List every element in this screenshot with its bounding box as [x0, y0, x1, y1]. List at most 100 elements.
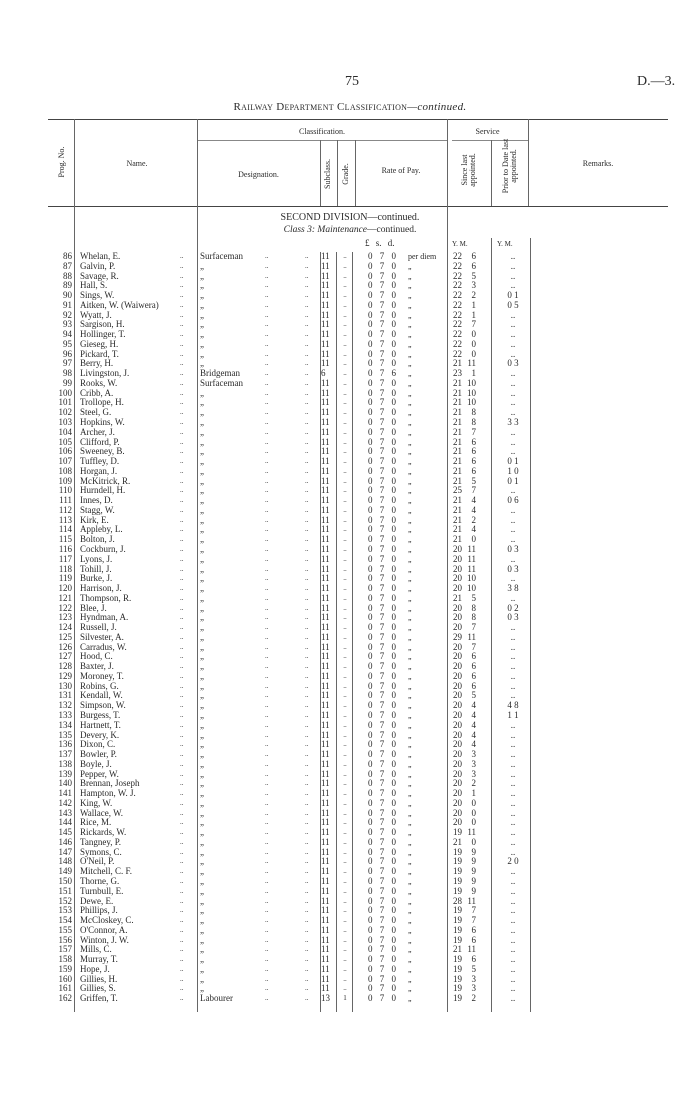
dot-leader: .. [305, 720, 309, 729]
cell-rate-unit: „ [408, 505, 412, 515]
table-row: 101 Trollope, H. „ 11.. 0 7 0 „ 21 10........ [0, 398, 700, 408]
cell-subclass: 11 [321, 651, 330, 662]
prior-units: Y. M. [497, 240, 513, 248]
cell-grade: .. [343, 554, 347, 563]
cell-since-months: 11 [467, 358, 476, 369]
dot-leader: .. [305, 652, 309, 661]
cell-since-months: 2 [471, 993, 477, 1004]
cell-rate: 0 7 0 [368, 280, 396, 291]
cell-since-months: 6 [471, 924, 477, 935]
dot-leader: .. [305, 437, 309, 446]
cell-designation: „ [200, 973, 204, 984]
cell-rate: 0 7 0 [368, 934, 396, 945]
cell-rate-unit: „ [408, 486, 412, 496]
cell-rate-unit: „ [408, 359, 412, 369]
cell-prog-no: 88 [63, 270, 72, 281]
cell-since-months: 6 [471, 436, 477, 447]
cell-rate-unit: „ [408, 349, 412, 359]
cell-designation: „ [200, 807, 204, 818]
table-row: 109 McKitrick, R. „ 11.. 0 7 0 „ 21 5 0 1...... [0, 475, 700, 487]
cell-prog-no: 98 [63, 368, 72, 379]
cell-grade: .. [343, 388, 347, 397]
cell-rate-unit: „ [408, 320, 412, 330]
table-row: 152 Dewe, E. „ 11.. 0 7 0 „ 28 11........ [0, 895, 700, 907]
cell-subclass: 11 [321, 895, 330, 906]
cell-prior-service: .. [510, 368, 516, 379]
cell-since-months: 0 [471, 807, 477, 818]
cell-rate: 0 7 0 [368, 524, 396, 535]
cell-since-years: 20 [453, 602, 462, 613]
cell-rate-unit: „ [408, 798, 412, 808]
cell-prog-no: 156 [58, 934, 73, 945]
cell-since-years: 20 [453, 553, 462, 564]
header-subclass: Subclass. [323, 159, 332, 189]
dot-leader: .. [305, 671, 309, 680]
header-remarks: Remarks. [582, 159, 614, 168]
dot-leader: .. [180, 320, 184, 329]
cell-since-months: 4 [471, 495, 477, 506]
cell-subclass: 11 [321, 866, 330, 877]
cell-rate-unit: „ [408, 476, 412, 486]
table-row: 136 Dixon, C. „ 11.. 0 7 0 „ 20 4........ [0, 739, 700, 750]
cell-rate-unit: „ [408, 886, 412, 896]
cell-rate-unit: „ [408, 584, 412, 594]
cell-since-months: 7 [471, 319, 477, 330]
dot-leader: .. [180, 994, 184, 1003]
dot-leader: .. [265, 320, 269, 329]
cell-rate-unit: „ [408, 593, 412, 603]
cell-prior-service: 0 3 [507, 612, 519, 623]
cell-grade: .. [343, 476, 347, 485]
cell-designation: Bridgeman [200, 368, 240, 379]
cell-rate: 0 7 0 [368, 739, 396, 750]
cell-rate-unit: „ [408, 681, 412, 691]
dot-leader: .. [180, 369, 184, 378]
cell-since-years: 20 [453, 709, 462, 720]
cell-since-months: 6 [471, 456, 477, 467]
cell-prog-no: 124 [58, 622, 73, 633]
cell-grade: .. [343, 496, 347, 505]
cell-prog-no: 153 [58, 905, 73, 916]
cell-prog-no: 117 [58, 553, 72, 564]
cell-rate-unit: „ [408, 837, 412, 847]
body-rule-grade [336, 252, 337, 1012]
cell-grade: .. [343, 515, 347, 524]
cell-rate: 0 7 0 [368, 270, 396, 281]
dot-leader: .. [305, 759, 309, 768]
dot-leader: .. [180, 398, 184, 407]
dot-leader: .. [180, 925, 184, 934]
cell-since-years: 19 [453, 983, 462, 994]
cell-since-months: 7 [471, 915, 477, 926]
cell-rate: 0 7 0 [368, 495, 396, 506]
dot-leader: .. [305, 310, 309, 319]
table-row: 93 Sargison, H. „ 11.. 0 7 0 „ 22 7........ [0, 320, 700, 330]
cell-subclass: 11 [321, 768, 330, 779]
cell-since-years: 19 [453, 963, 462, 974]
cell-prog-no: 131 [58, 690, 73, 701]
cell-subclass: 11 [321, 260, 330, 271]
dot-leader: .. [180, 750, 184, 759]
col-rule-rate [447, 119, 448, 1012]
cell-prior-service: 3 8 [507, 583, 519, 594]
cell-designation: „ [200, 299, 204, 310]
dot-leader: .. [305, 779, 309, 788]
table-row: 105 Clifford, P. „ 11.. 0 7 0 „ 21 6........ [0, 436, 700, 448]
cell-prior-service: .. [510, 514, 516, 525]
cell-prior-service: .. [510, 915, 516, 926]
cell-name: Moroney, T. [80, 670, 124, 681]
cell-name: Blee, J. [80, 602, 107, 613]
cell-subclass: 11 [321, 397, 330, 408]
dot-leader: .. [265, 378, 269, 387]
cell-since-years: 19 [453, 846, 462, 857]
cell-prog-no: 109 [58, 475, 73, 486]
cell-prog-no: 143 [58, 807, 73, 818]
cell-since-months: 3 [471, 983, 477, 994]
cell-since-years: 20 [453, 622, 462, 633]
dot-leader: .. [265, 759, 269, 768]
cell-name: Sings, W. [80, 290, 115, 301]
cell-rate-unit: „ [408, 710, 412, 720]
cell-since-years: 20 [453, 768, 462, 779]
cell-prog-no: 148 [58, 856, 73, 867]
cell-grade: .. [343, 505, 347, 514]
cell-prog-no: 106 [58, 446, 73, 457]
dot-leader: .. [265, 252, 269, 260]
